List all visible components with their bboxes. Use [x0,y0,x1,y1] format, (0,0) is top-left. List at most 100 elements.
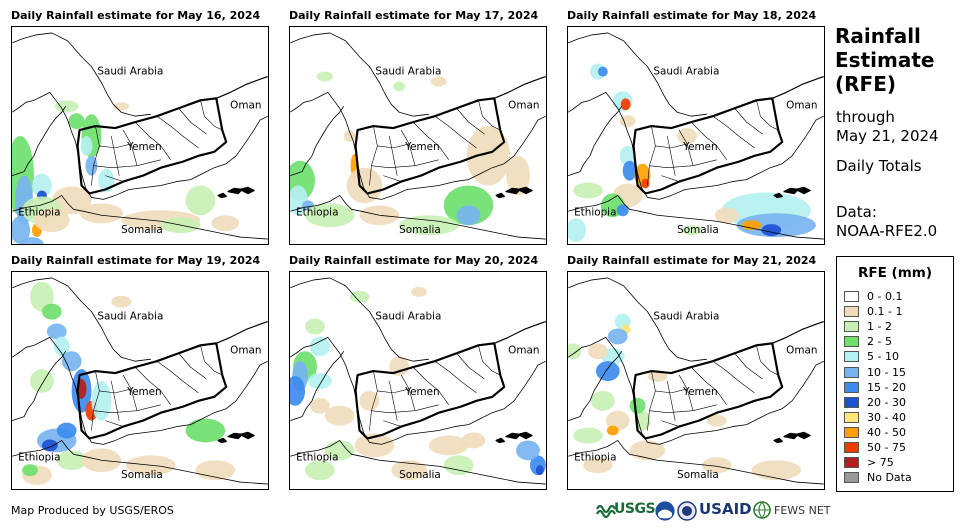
rainfall-patch [573,427,603,444]
usaid-wordmark: USAID [699,500,752,518]
district-boundary [93,404,161,414]
rainfall-patch [461,432,486,449]
district-boundary [105,175,124,182]
rainfall-patch [411,286,427,297]
data-source: NOAA-RFE2.0 [836,222,938,240]
rainfall-patch [51,186,92,215]
rainfall-patch [305,318,325,335]
title-line-estimate: Estimate [835,48,935,72]
somalia-coastline [12,440,268,485]
legend-label: 0.1 - 1 [867,305,903,319]
socotra-island [517,431,533,440]
rainfall-patch [597,66,608,77]
country-label-ethiopia: Ethiopia [574,451,616,463]
usgs-wordmark: USGS [614,501,656,517]
rainfall-patch [751,460,802,481]
rainfall-patch [443,455,474,476]
district-boundary [734,353,763,380]
legend-label: 2 - 5 [867,335,892,349]
rainfall-patch [607,328,628,345]
rainfall-patch [324,440,355,461]
legend-swatch [844,442,859,453]
somalia-coastline [12,195,268,240]
rainfall-patch [359,390,380,411]
legend-label: 30 - 40 [867,410,906,424]
map-canvas: Saudi Arabia Oman Yemen Ethiopia Somalia [12,277,268,486]
african-coastline [12,106,67,177]
district-boundary [178,353,207,380]
map-canvas: Saudi Arabia Oman Yemen Ethiopia Somalia [568,277,824,485]
country-label-ethiopia: Ethiopia [18,451,60,463]
country-label-oman: Oman [508,344,539,356]
legend-swatch [844,472,859,484]
country-label-somalia: Somalia [121,224,163,236]
district-boundary [756,345,779,376]
rainfall-patch [185,185,216,216]
district-boundary [383,420,402,427]
rainfall-patch [605,410,630,431]
rainfall-patch [535,465,544,476]
arabian-coastline [290,337,546,445]
country-label-oman: Oman [230,344,261,356]
rainfall-map-may16: Saudi Arabia Oman Yemen Ethiopia Somalia [11,26,269,245]
district-boundary [91,371,100,431]
red-sea-coastline [568,32,707,117]
rainfall-patch [305,460,335,481]
rainfall-patch [349,290,370,303]
socotra-island [795,186,811,195]
rainfall-patch [677,128,697,144]
oman-border [216,320,268,344]
rainfall-patch [568,343,582,360]
arabian-coastline [568,337,824,445]
legend-swatch [844,366,859,378]
district-boundary [655,143,688,149]
african-coastline [290,106,345,177]
rainfall-patch [309,336,330,357]
rainfall-patch [61,351,82,372]
district-boundary [93,159,161,169]
country-label-somalia: Somalia [677,224,719,236]
district-boundary [712,360,755,394]
country-label-oman: Oman [786,99,817,111]
district-boundary [369,126,378,186]
panel-title-may16: Daily Rainfall estimate for May 16, 2024 [11,9,261,22]
district-boundary [478,345,501,376]
legend-swatch [844,321,859,333]
district-boundary [200,345,223,376]
country-label-saudi-arabia: Saudi Arabia [653,311,719,323]
through-date: May 21, 2024 [836,127,939,145]
red-sea-coastline [290,277,429,362]
usgs-logo: USGS [596,499,656,521]
rainfall-layer [290,71,530,236]
country-label-yemen: Yemen [126,386,161,398]
district-boundary [178,108,207,135]
seal-logo [677,501,697,525]
rainfall-layer [290,286,546,481]
african-coastline [12,351,67,422]
district-boundary [456,108,485,135]
rainfall-patch [393,81,406,92]
panel-title-may17: Daily Rainfall estimate for May 17, 2024 [289,9,539,22]
country-label-saudi-arabia: Saudi Arabia [97,311,163,323]
rainfall-patch [516,440,540,461]
socotra-island [795,431,811,440]
rainfall-patch [54,100,79,113]
arabian-coastline [12,92,268,200]
rainfall-patch [33,208,70,233]
map-credit: Map Produced by USGS/EROS [11,504,174,517]
oman-border [772,320,824,344]
district-boundary [678,374,694,411]
rainfall-patch [456,205,481,226]
rainfall-layer [568,63,816,243]
rainfall-patch [391,460,427,481]
country-label-saudi-arabia: Saudi Arabia [375,311,441,323]
rainfall-patch [185,418,226,443]
rainfall-map-may20: Saudi Arabia Oman Yemen Ethiopia Somalia [289,271,547,490]
rainfall-patch [741,220,762,231]
globe-icon [753,501,771,519]
district-boundary [756,100,779,131]
district-boundary [412,366,449,405]
panel-title-may21: Daily Rainfall estimate for May 21, 2024 [567,254,817,267]
district-boundary [661,420,680,427]
district-boundary [122,129,138,166]
